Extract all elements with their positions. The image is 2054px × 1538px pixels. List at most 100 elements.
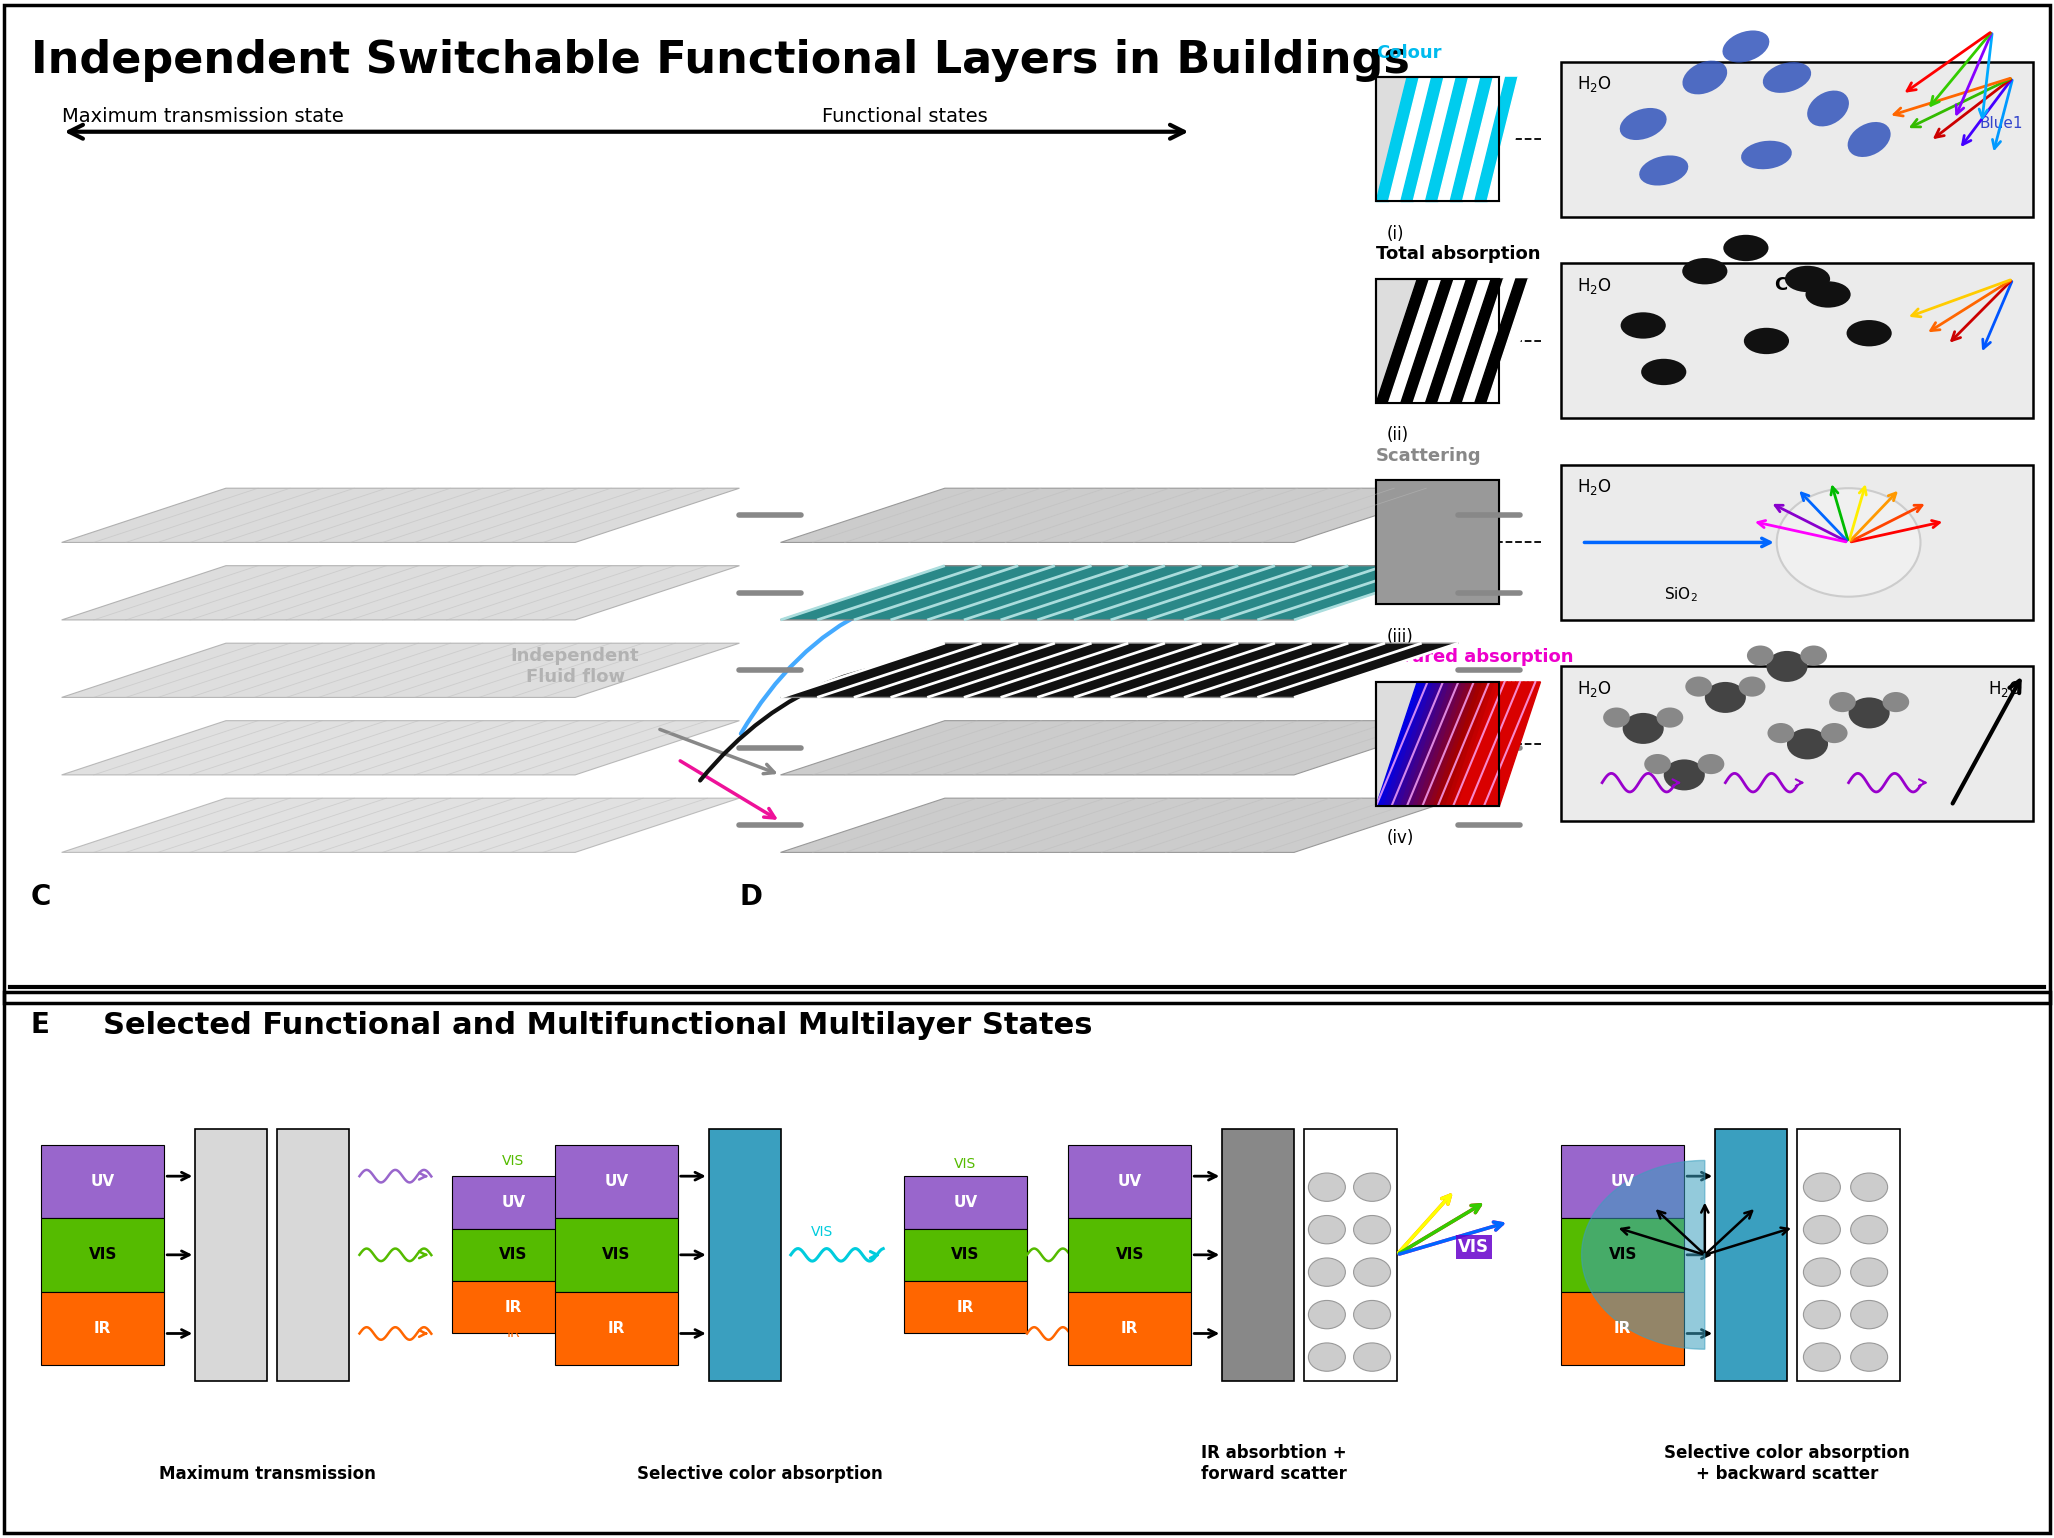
Text: Maximum transmission state: Maximum transmission state [62,106,343,126]
Polygon shape [1462,278,1516,403]
Circle shape [1354,1215,1391,1244]
Polygon shape [1582,1161,1705,1349]
Polygon shape [1405,681,1450,806]
Text: UV: UV [953,1195,978,1210]
Polygon shape [1475,278,1528,403]
Circle shape [1748,646,1773,666]
Text: VIS: VIS [88,1247,117,1263]
Circle shape [1787,729,1828,760]
Ellipse shape [1639,155,1688,186]
Circle shape [1851,1343,1888,1372]
Text: VIS: VIS [951,1247,980,1263]
Circle shape [1705,681,1746,714]
Bar [904,1229,1027,1281]
Ellipse shape [1803,94,1853,123]
Bar [1561,1292,1684,1364]
Circle shape [1354,1258,1391,1286]
Text: Blue1: Blue1 [1980,117,2023,131]
Text: H$_2$O: H$_2$O [1988,678,2023,698]
Text: Scattering: Scattering [1376,448,1481,464]
Text: IR: IR [1614,1321,1631,1335]
Circle shape [1851,1258,1888,1286]
Text: IR: IR [1121,1321,1138,1335]
Circle shape [1664,760,1705,791]
Polygon shape [62,488,739,543]
Circle shape [1308,1301,1345,1329]
Ellipse shape [1805,281,1851,308]
Text: Infrared absorption: Infrared absorption [1376,649,1573,666]
Circle shape [1851,1301,1888,1329]
Polygon shape [1434,681,1479,806]
Polygon shape [1487,77,1530,201]
Polygon shape [1458,681,1504,806]
Bar [452,1229,575,1281]
Text: VIS: VIS [1458,1238,1489,1257]
Text: IR absorbtion +
forward scatter: IR absorbtion + forward scatter [1200,1444,1347,1483]
Polygon shape [1438,681,1483,806]
Polygon shape [1389,278,1442,403]
Polygon shape [1475,681,1520,806]
Text: IR: IR [507,1326,520,1340]
Bar [709,1129,781,1381]
Polygon shape [1487,681,1532,806]
Text: H$_2$O: H$_2$O [1577,74,1612,94]
Polygon shape [1425,681,1471,806]
Text: UV: UV [1610,1173,1635,1189]
Ellipse shape [1641,358,1686,384]
Circle shape [1803,1173,1840,1201]
Circle shape [1656,707,1682,727]
Circle shape [1738,677,1766,697]
Text: VIS: VIS [1115,1247,1144,1263]
Polygon shape [1430,681,1475,806]
Bar [1376,77,1499,201]
Circle shape [1803,1258,1840,1286]
Bar [1561,666,2033,821]
Polygon shape [1467,681,1512,806]
Bar [195,1129,267,1381]
Bar [1376,681,1499,806]
Polygon shape [1450,278,1504,403]
Circle shape [1803,1215,1840,1244]
Circle shape [1684,677,1713,697]
Circle shape [1881,692,1908,712]
Text: (iv): (iv) [1386,829,1413,847]
Bar [1376,77,1499,201]
Polygon shape [781,488,1458,543]
Text: VIS: VIS [955,1157,976,1172]
Text: IR: IR [505,1300,522,1315]
Polygon shape [781,721,1458,775]
Circle shape [1354,1343,1391,1372]
Bar [1222,1129,1294,1381]
Text: UV: UV [604,1173,629,1189]
Polygon shape [1450,681,1495,806]
Circle shape [1697,754,1725,774]
Text: VIS: VIS [499,1247,528,1263]
Text: (ii): (ii) [1386,426,1409,444]
Polygon shape [1376,77,1419,201]
Circle shape [1777,488,1920,597]
Circle shape [1820,723,1849,743]
Polygon shape [1479,681,1524,806]
Ellipse shape [1621,312,1666,338]
Polygon shape [1401,77,1444,201]
Circle shape [1308,1343,1345,1372]
Polygon shape [1413,681,1458,806]
Polygon shape [781,643,1458,697]
Circle shape [1851,1215,1888,1244]
Bar [1068,1292,1191,1364]
Circle shape [1623,714,1664,744]
Text: IR: IR [957,1300,974,1315]
Circle shape [1354,1173,1391,1201]
Polygon shape [1475,77,1518,201]
Bar [1561,1144,1684,1218]
Text: Selected Functional and Multifunctional Multilayer States: Selected Functional and Multifunctional … [103,1010,1093,1040]
Bar [1068,1218,1191,1292]
Text: H$_2$O: H$_2$O [1577,477,1612,497]
Text: H$_2$O: H$_2$O [1577,275,1612,295]
Bar [1376,278,1499,403]
Polygon shape [1393,681,1438,806]
Circle shape [1308,1173,1345,1201]
Bar [41,1144,164,1218]
Polygon shape [62,643,739,697]
Polygon shape [1389,681,1434,806]
